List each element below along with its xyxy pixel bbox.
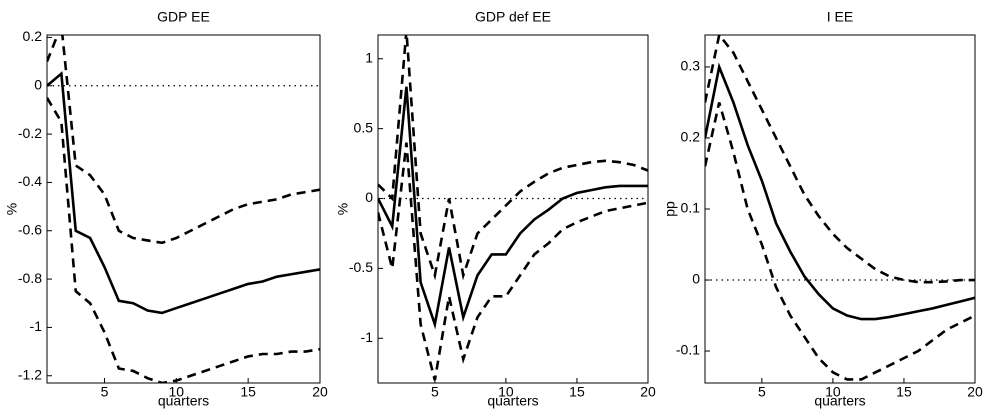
subplot-title: GDP EE [157,9,210,25]
x-tick-label: 5 [101,384,109,400]
x-tick-label: 20 [312,384,328,400]
y-tick-label: -0.6 [18,221,42,237]
y-tick-label: 0 [692,271,700,287]
dashed-line [378,35,648,281]
solid-line [705,62,975,321]
solid-line [47,71,320,315]
x-tick-label: 15 [240,384,256,400]
dashed-line [47,97,320,383]
y-tick-label: -1 [361,329,374,345]
x-tick-label: 10 [825,384,841,400]
x-axis-label: quarters [487,393,538,409]
y-tick-label: 1 [365,49,373,65]
x-tick-label: 15 [569,384,585,400]
y-tick-label: 0.3 [681,58,701,74]
y-tick-label: 0.2 [681,129,701,145]
x-tick-label: 20 [967,384,983,400]
x-tick-label: 10 [169,384,185,400]
x-tick-label: 10 [498,384,514,400]
y-tick-label: -0.5 [349,259,373,275]
axes-box [377,34,649,384]
y-tick-label: -0.1 [676,342,700,358]
x-axis-label: quarters [158,393,209,409]
y-tick-label: 0.5 [354,119,374,135]
y-tick-label: -1.2 [18,366,42,382]
y-tick-label: -0.8 [18,270,42,286]
y-tick-label: 0 [365,189,373,205]
axes-box [704,34,976,384]
x-tick-label: 5 [431,384,439,400]
y-tick-label: -0.4 [18,173,42,189]
y-axis-label: % [335,203,351,215]
x-tick-label: 15 [896,384,912,400]
dashed-line [47,35,320,245]
y-axis-label: % [4,203,20,215]
dashed-line [378,142,648,381]
solid-line [378,86,648,330]
y-tick-label: -0.2 [18,125,42,141]
y-tick-label: 0 [34,76,42,92]
x-tick-label: 5 [758,384,766,400]
subplot-title: I EE [827,9,853,25]
y-tick-label: 0.2 [23,28,43,44]
y-axis-label: pp [662,201,678,217]
subplot: GDP EE quarters% 5 10 15 20 -1.2 -1 -0.8 -0.6 -0.4… [4,9,328,409]
x-axis-label: quarters [814,393,865,409]
y-tick-label: -1 [30,318,43,334]
y-tick-label: 0.1 [681,200,701,216]
subplot: I EE quarters pp 5 10 15 20 -0.1 0 0.1 0.2 0.3 [662,9,983,409]
x-tick-label: 20 [640,384,656,400]
dashed-line [705,102,975,381]
dashed-line [705,35,975,284]
subplot: GDP def EE quarters% 5 10 15 20 -1 -0.5 0 0.5 1 [335,9,656,409]
axes-box [46,34,321,384]
subplot-title: GDP def EE [475,9,551,25]
